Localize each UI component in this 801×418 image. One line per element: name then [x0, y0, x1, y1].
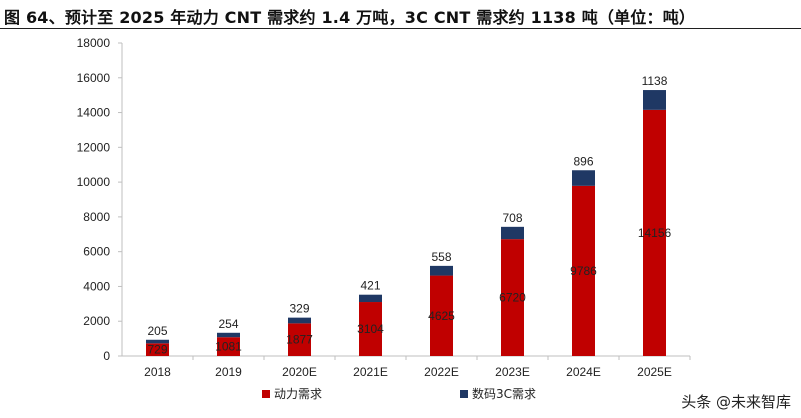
legend-label: 动力需求 [274, 387, 322, 401]
y-tick-label: 10000 [77, 175, 111, 189]
bar-power-demand [430, 275, 453, 356]
watermark: 头条 @未来智库 [681, 393, 791, 411]
data-label-3c-demand: 708 [502, 211, 522, 225]
x-tick-label: 2023E [495, 365, 530, 379]
y-tick-label: 0 [103, 349, 110, 363]
x-tick-label: 2021E [353, 365, 388, 379]
data-label-3c-demand: 254 [218, 317, 238, 331]
chart-title: 图 64、预计至 2025 年动力 CNT 需求约 1.4 万吨，3C CNT … [4, 8, 696, 27]
data-label-power-demand: 9786 [570, 264, 597, 278]
bar-power-demand [359, 302, 382, 356]
bar-power-demand [501, 239, 524, 356]
bar-power-demand [217, 337, 240, 356]
x-tick-label: 2022E [424, 365, 459, 379]
bar-power-demand [146, 343, 169, 356]
data-label-power-demand: 3104 [357, 322, 384, 336]
bar-3c-demand [572, 170, 595, 186]
x-tick-label: 2020E [282, 365, 317, 379]
data-label-3c-demand: 1138 [642, 74, 668, 88]
data-label-power-demand: 14156 [638, 226, 672, 240]
bar-3c-demand [359, 294, 382, 303]
data-label-3c-demand: 558 [431, 250, 451, 264]
bar-3c-demand [501, 226, 524, 240]
data-label-power-demand: 4625 [428, 309, 455, 323]
data-label-power-demand: 1081 [215, 340, 242, 354]
bar-3c-demand [146, 339, 169, 344]
bar-3c-demand [643, 90, 666, 110]
y-tick-label: 18000 [77, 36, 111, 50]
data-label-power-demand: 1877 [286, 333, 313, 347]
y-tick-label: 12000 [77, 140, 111, 154]
data-label-3c-demand: 421 [360, 279, 380, 293]
legend-swatch [262, 390, 270, 398]
x-tick-label: 2024E [566, 365, 601, 379]
x-tick-label: 2019 [215, 365, 242, 379]
data-label-3c-demand: 896 [573, 154, 593, 168]
legend-label: 数码3C需求 [472, 386, 536, 401]
data-label-power-demand: 729 [147, 343, 167, 357]
data-label-3c-demand: 329 [289, 302, 309, 316]
bar-power-demand [288, 323, 311, 356]
bar-power-demand [643, 109, 666, 356]
bar-3c-demand [430, 265, 453, 276]
y-tick-label: 4000 [83, 279, 110, 293]
bar-3c-demand [217, 332, 240, 338]
legend-swatch [460, 390, 468, 398]
title-bar: 图 64、预计至 2025 年动力 CNT 需求约 1.4 万吨，3C CNT … [0, 0, 801, 29]
data-label-3c-demand: 205 [147, 324, 167, 338]
y-tick-label: 14000 [77, 106, 111, 120]
bar-power-demand [572, 185, 595, 356]
x-tick-label: 2018 [144, 365, 171, 379]
y-tick-label: 8000 [83, 210, 110, 224]
y-tick-label: 6000 [83, 245, 110, 259]
y-tick-label: 16000 [77, 71, 111, 85]
y-tick-label: 2000 [83, 314, 110, 328]
data-label-power-demand: 6720 [499, 291, 526, 305]
bar-3c-demand [288, 317, 311, 324]
x-tick-label: 2025E [637, 365, 672, 379]
